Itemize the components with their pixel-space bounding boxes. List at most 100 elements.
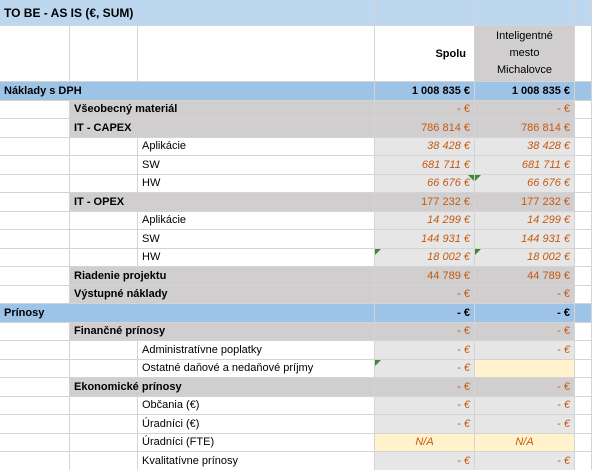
value-mesto[interactable]: 44 789 € bbox=[475, 267, 575, 286]
empty-cell[interactable] bbox=[70, 211, 138, 230]
value-mesto[interactable]: 786 814 € bbox=[475, 119, 575, 138]
value-spolu[interactable]: 18 002 € bbox=[375, 248, 475, 267]
row-label-ekonomicke-prinosy[interactable]: Ekonomické prínosy bbox=[70, 378, 375, 397]
value-mesto[interactable]: 66 676 € bbox=[475, 174, 575, 193]
row-label-opex-sw[interactable]: SW bbox=[138, 230, 375, 249]
empty-cell[interactable] bbox=[0, 452, 70, 470]
header-empty-cell[interactable] bbox=[138, 26, 375, 82]
row-label-financne-prinosy[interactable]: Finančné prínosy bbox=[70, 322, 375, 341]
empty-cell[interactable] bbox=[575, 82, 592, 101]
value-mesto[interactable]: - € bbox=[475, 304, 575, 323]
empty-cell[interactable] bbox=[70, 396, 138, 415]
empty-cell[interactable] bbox=[575, 378, 592, 397]
value-spolu[interactable]: N/A bbox=[375, 433, 475, 452]
value-mesto[interactable]: 1 008 835 € bbox=[475, 82, 575, 101]
empty-cell[interactable] bbox=[575, 156, 592, 175]
column-header-spolu[interactable]: Spolu bbox=[375, 26, 475, 82]
row-label-it-capex[interactable]: IT - CAPEX bbox=[70, 119, 375, 138]
value-mesto[interactable]: - € bbox=[475, 396, 575, 415]
value-mesto[interactable]: 681 711 € bbox=[475, 156, 575, 175]
row-label-kvalitativne-prinosy[interactable]: Kvalitatívne prínosy bbox=[138, 452, 375, 470]
empty-cell[interactable] bbox=[575, 248, 592, 267]
empty-cell[interactable] bbox=[70, 137, 138, 156]
empty-cell[interactable] bbox=[70, 230, 138, 249]
row-label-capex-hw[interactable]: HW bbox=[138, 174, 375, 193]
value-mesto[interactable] bbox=[475, 359, 575, 378]
empty-cell[interactable] bbox=[70, 452, 138, 470]
empty-cell[interactable] bbox=[575, 396, 592, 415]
value-spolu[interactable]: - € bbox=[375, 378, 475, 397]
empty-cell[interactable] bbox=[575, 415, 592, 434]
empty-cell[interactable] bbox=[0, 137, 70, 156]
row-label-vseobecny-material[interactable]: Všeobecný materiál bbox=[70, 100, 375, 119]
value-spolu[interactable]: - € bbox=[375, 359, 475, 378]
empty-cell[interactable] bbox=[0, 378, 70, 397]
value-spolu[interactable]: 44 789 € bbox=[375, 267, 475, 286]
column-header-mesto[interactable]: Inteligentné mesto Michalovce bbox=[475, 26, 575, 82]
empty-cell[interactable] bbox=[70, 359, 138, 378]
row-label-ostatne-prijmy[interactable]: Ostatné daňové a nedaňové príjmy bbox=[138, 359, 375, 378]
empty-cell[interactable] bbox=[0, 341, 70, 360]
value-mesto[interactable]: - € bbox=[475, 378, 575, 397]
value-mesto[interactable]: 14 299 € bbox=[475, 211, 575, 230]
value-spolu[interactable]: - € bbox=[375, 304, 475, 323]
empty-cell[interactable] bbox=[575, 267, 592, 286]
value-spolu[interactable]: - € bbox=[375, 396, 475, 415]
row-label-obcania[interactable]: Občania (€) bbox=[138, 396, 375, 415]
empty-cell[interactable] bbox=[0, 211, 70, 230]
value-spolu[interactable]: - € bbox=[375, 341, 475, 360]
empty-cell[interactable] bbox=[0, 100, 70, 119]
value-mesto[interactable]: - € bbox=[475, 452, 575, 470]
header-empty-cell[interactable] bbox=[0, 26, 70, 82]
row-label-opex-aplikacie[interactable]: Aplikácie bbox=[138, 211, 375, 230]
sheet-title[interactable]: TO BE - AS IS (€, SUM) bbox=[0, 0, 375, 26]
empty-cell[interactable] bbox=[70, 433, 138, 452]
value-spolu[interactable]: - € bbox=[375, 415, 475, 434]
row-label-naklady[interactable]: Náklady s DPH bbox=[0, 82, 375, 101]
empty-cell[interactable] bbox=[0, 230, 70, 249]
row-label-prinosy[interactable]: Prínosy bbox=[0, 304, 375, 323]
empty-cell[interactable] bbox=[70, 415, 138, 434]
row-label-riadenie-projektu[interactable]: Riadenie projektu bbox=[70, 267, 375, 286]
value-spolu[interactable]: - € bbox=[375, 322, 475, 341]
empty-cell[interactable] bbox=[575, 285, 592, 304]
value-spolu[interactable]: 681 711 € bbox=[375, 156, 475, 175]
empty-cell[interactable] bbox=[0, 174, 70, 193]
empty-cell[interactable] bbox=[0, 415, 70, 434]
empty-cell[interactable] bbox=[0, 322, 70, 341]
value-spolu[interactable]: 14 299 € bbox=[375, 211, 475, 230]
value-spolu[interactable]: 66 676 € bbox=[375, 174, 475, 193]
value-spolu[interactable]: 177 232 € bbox=[375, 193, 475, 212]
empty-cell[interactable] bbox=[70, 341, 138, 360]
row-label-vystupne-naklady[interactable]: Výstupné náklady bbox=[70, 285, 375, 304]
value-mesto[interactable]: N/A bbox=[475, 433, 575, 452]
value-mesto[interactable]: - € bbox=[475, 322, 575, 341]
value-spolu[interactable]: 38 428 € bbox=[375, 137, 475, 156]
value-mesto[interactable]: 38 428 € bbox=[475, 137, 575, 156]
value-spolu[interactable]: - € bbox=[375, 452, 475, 470]
row-label-capex-aplikacie[interactable]: Aplikácie bbox=[138, 137, 375, 156]
header-empty-cell[interactable] bbox=[575, 26, 592, 82]
row-label-uradnici-fte[interactable]: Úradníci (FTE) bbox=[138, 433, 375, 452]
value-mesto[interactable]: - € bbox=[475, 285, 575, 304]
value-spolu[interactable]: 1 008 835 € bbox=[375, 82, 475, 101]
value-mesto[interactable]: 18 002 € bbox=[475, 248, 575, 267]
empty-cell[interactable] bbox=[0, 193, 70, 212]
empty-cell[interactable] bbox=[575, 174, 592, 193]
empty-cell[interactable] bbox=[575, 341, 592, 360]
empty-cell[interactable] bbox=[0, 119, 70, 138]
value-spolu[interactable]: - € bbox=[375, 100, 475, 119]
empty-cell[interactable] bbox=[0, 359, 70, 378]
value-mesto[interactable]: 177 232 € bbox=[475, 193, 575, 212]
row-label-opex-hw[interactable]: HW bbox=[138, 248, 375, 267]
empty-cell[interactable] bbox=[0, 267, 70, 286]
empty-cell[interactable] bbox=[575, 193, 592, 212]
empty-cell[interactable] bbox=[575, 304, 592, 323]
value-mesto[interactable]: - € bbox=[475, 341, 575, 360]
empty-cell[interactable] bbox=[0, 396, 70, 415]
empty-cell[interactable] bbox=[575, 100, 592, 119]
value-spolu[interactable]: 144 931 € bbox=[375, 230, 475, 249]
empty-cell[interactable] bbox=[575, 359, 592, 378]
value-spolu[interactable]: 786 814 € bbox=[375, 119, 475, 138]
title-cell-mesto[interactable] bbox=[475, 0, 575, 26]
